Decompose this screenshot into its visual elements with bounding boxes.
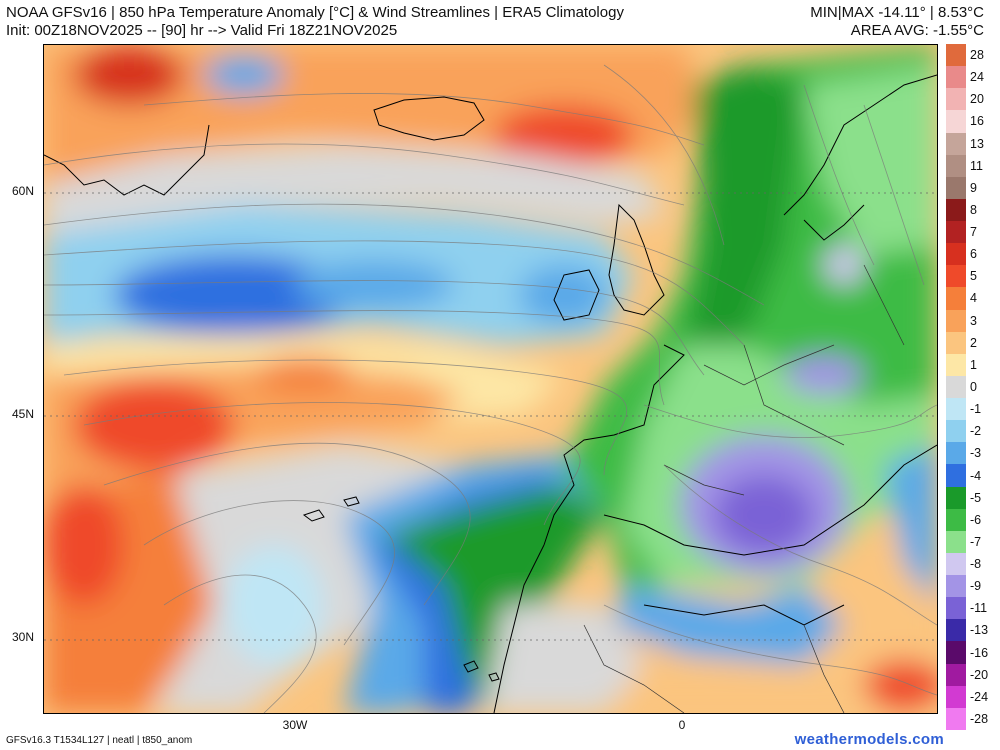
- colorbar-swatch: [946, 685, 966, 709]
- colorbar-label: 16: [970, 114, 984, 129]
- colorbar-swatch: [946, 619, 966, 642]
- latitude-label: 30N: [12, 630, 35, 644]
- colorbar-label: -1: [970, 402, 982, 417]
- map-panel[interactable]: [43, 44, 938, 714]
- colorbar-label: -24: [970, 689, 989, 704]
- colorbar-swatch: [946, 265, 966, 288]
- colorbar-label: -4: [970, 468, 982, 483]
- colorbar-swatch: [946, 66, 966, 89]
- longitude-label: 0: [678, 718, 686, 732]
- colorbar-swatch: [946, 353, 966, 377]
- graticule: [44, 192, 937, 641]
- colorbar-swatch: [946, 198, 966, 222]
- model-info: GFSv16.3 T1534L127 | neatl | t850_anom: [6, 735, 193, 746]
- colorbar-label: -28: [970, 711, 989, 726]
- colorbar-swatch: [946, 508, 966, 532]
- colorbar-label: -7: [970, 534, 982, 549]
- colorbar-label: -20: [970, 667, 989, 682]
- colorbar-swatch: [946, 464, 966, 488]
- coastlines-crisp: [44, 74, 937, 713]
- colorbar-swatch: [946, 597, 966, 620]
- valid-time: Init: 00Z18NOV2025 -- [90] hr --> Valid …: [6, 22, 398, 39]
- colorbar-label: 5: [970, 269, 977, 284]
- colorbar-label: 9: [970, 180, 977, 195]
- latitude-label: 45N: [12, 407, 35, 421]
- colorbar-swatch: [946, 707, 966, 731]
- colorbar-swatch: [946, 176, 966, 200]
- colorbar-swatch: [946, 243, 966, 266]
- country-borders: [583, 264, 905, 713]
- colorbar-label: -3: [970, 446, 982, 461]
- colorbar: [946, 44, 966, 731]
- colorbar-swatch: [946, 309, 966, 333]
- colorbar-swatch: [946, 641, 966, 665]
- colorbar-swatch: [946, 398, 966, 421]
- colorbar-label: -8: [970, 557, 982, 572]
- longitude-label: 30W: [282, 718, 308, 732]
- colorbar-swatch: [946, 221, 966, 244]
- colorbar-swatch: [946, 287, 966, 311]
- brand-link[interactable]: weathermodels.com: [794, 731, 944, 748]
- colorbar-label: 11: [970, 158, 983, 173]
- colorbar-swatch: [946, 530, 966, 554]
- colorbar-swatch: [946, 154, 966, 178]
- colorbar-swatch: [946, 110, 966, 133]
- min-max-readout: MIN|MAX -14.11° | 8.53°C: [810, 4, 984, 21]
- colorbar-swatch: [946, 575, 966, 598]
- colorbar-swatch: [946, 486, 966, 510]
- latitude-label: 60N: [12, 184, 35, 198]
- anomaly-map: [44, 45, 937, 713]
- area-average-readout: AREA AVG: -1.55°C: [850, 22, 984, 39]
- colorbar-label: 4: [970, 291, 977, 306]
- colorbar-label: 0: [970, 380, 977, 394]
- wind-streamlines: [44, 64, 937, 713]
- colorbar-label: 20: [970, 92, 984, 107]
- colorbar-label: 7: [970, 225, 977, 240]
- colorbar-label: 2: [970, 335, 977, 350]
- colorbar-label: -5: [970, 490, 982, 505]
- map-title: NOAA GFSv16 | 850 hPa Temperature Anomal…: [6, 4, 624, 21]
- colorbar-label: -11: [970, 601, 988, 616]
- anomaly-field: [44, 45, 937, 713]
- colorbar-swatch: [946, 375, 966, 399]
- colorbar-label: -13: [970, 623, 989, 638]
- colorbar-label: 28: [970, 48, 984, 63]
- colorbar-label: 6: [970, 247, 977, 262]
- colorbar-swatch: [946, 663, 966, 687]
- colorbar-swatch: [946, 420, 966, 443]
- colorbar-swatch: [946, 88, 966, 111]
- colorbar-label: -6: [970, 512, 982, 527]
- colorbar-swatch: [946, 552, 966, 576]
- colorbar-label: 13: [970, 136, 984, 151]
- colorbar-swatch: [946, 442, 966, 465]
- colorbar-label: 8: [970, 202, 977, 217]
- colorbar-label: 1: [970, 357, 977, 372]
- colorbar-label: -2: [970, 424, 982, 439]
- colorbar-label: 3: [970, 313, 977, 328]
- colorbar-label: -16: [970, 645, 989, 660]
- colorbar-swatch: [946, 44, 966, 67]
- colorbar-swatch: [946, 132, 966, 156]
- colorbar-swatch: [946, 331, 966, 355]
- colorbar-label: 24: [970, 70, 984, 85]
- colorbar-label: -9: [970, 579, 982, 594]
